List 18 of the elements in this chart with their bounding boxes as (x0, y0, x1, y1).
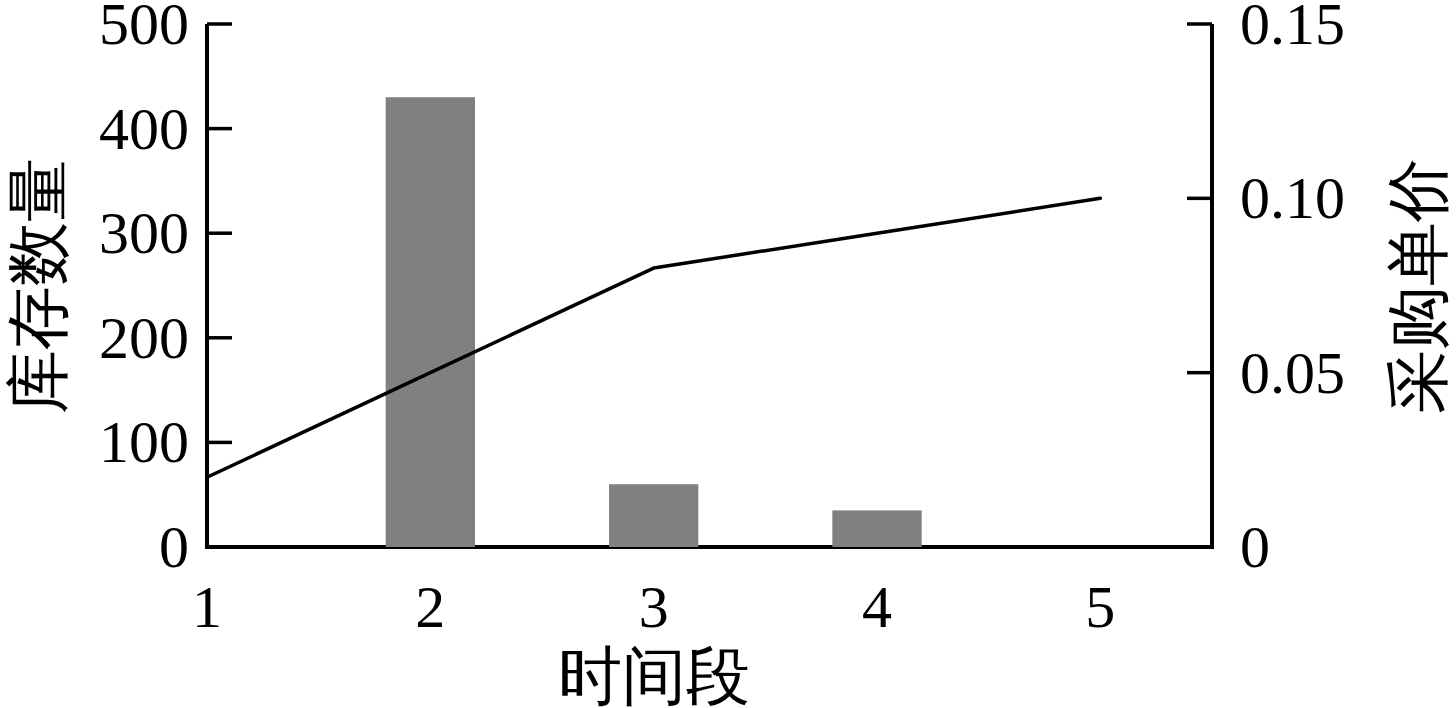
y2label: 采购单价 (1382, 157, 1454, 414)
y-tick-label: 100 (99, 409, 189, 476)
y-tick-label: 200 (99, 304, 189, 371)
y2-tick-label: 0.05 (1240, 339, 1345, 406)
x-tick-label: 4 (862, 574, 892, 640)
ylabel: 库存数量 (2, 157, 74, 414)
y-tick-label: 300 (99, 200, 189, 267)
x-tick-label: 3 (638, 574, 669, 640)
y2-tick-label: 0.15 (1240, 0, 1345, 57)
xlabel: 时间段 (557, 640, 750, 708)
y-tick-label: 400 (99, 95, 189, 162)
x-tick-label: 5 (1085, 574, 1116, 640)
y-tick-label: 500 (99, 0, 189, 57)
y2-tick-label: 0.10 (1240, 165, 1345, 232)
y-tick-label: 0 (159, 514, 189, 580)
x-tick-label: 2 (415, 574, 446, 640)
y2-tick-label: 0 (1240, 514, 1270, 580)
x-tick-label: 1 (192, 574, 222, 640)
